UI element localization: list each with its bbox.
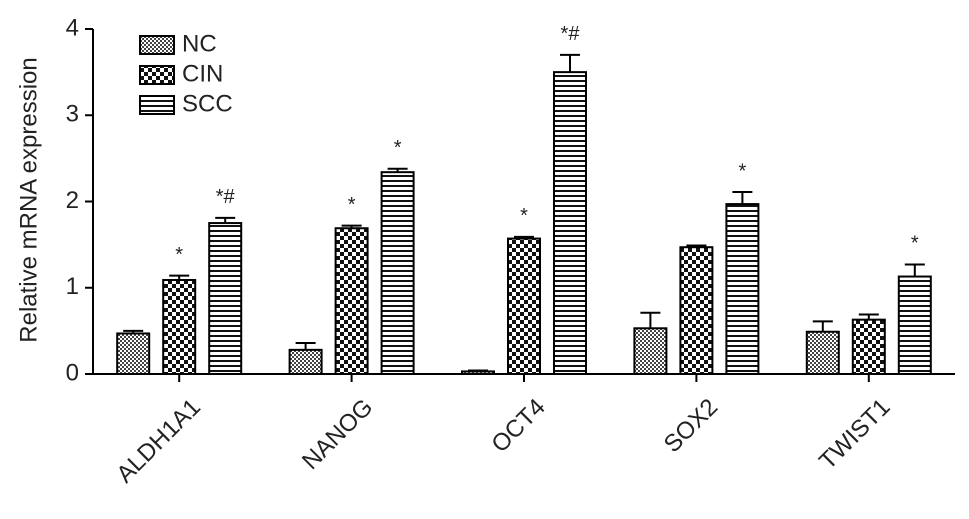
legend-label: SCC	[182, 90, 233, 117]
y-axis-label: Relative mRNA expression	[15, 57, 42, 342]
significance-label: *	[739, 160, 747, 182]
y-tick-label: 0	[66, 359, 79, 386]
x-tick-label: NANOG	[297, 394, 378, 475]
bar	[507, 237, 541, 375]
legend-swatch	[139, 95, 175, 115]
significance-label: *	[175, 244, 183, 266]
y-tick-label: 4	[66, 14, 79, 41]
significance-label: *	[348, 194, 356, 216]
bar	[116, 332, 151, 375]
x-tick-label: ALDH1A1	[111, 394, 206, 489]
bar	[897, 275, 932, 376]
bar	[334, 227, 369, 375]
y-tick-label: 2	[66, 187, 79, 214]
significance-label: *#	[561, 23, 581, 45]
significance-label: *	[394, 137, 402, 159]
legend-label: CIN	[182, 60, 223, 87]
bar	[553, 71, 587, 375]
y-tick-label: 3	[66, 101, 79, 128]
y-tick-label: 1	[66, 273, 79, 300]
x-tick-label: TWIST1	[814, 394, 895, 475]
significance-label: *	[520, 205, 528, 227]
bar	[208, 222, 243, 375]
bar	[679, 246, 714, 375]
bar	[805, 330, 840, 375]
legend-label: NC	[182, 30, 217, 57]
significance-label: *#	[216, 186, 236, 208]
bar	[725, 203, 760, 375]
x-tick-label: OCT4	[486, 394, 550, 458]
bar	[851, 318, 886, 376]
legend-swatch	[139, 65, 175, 85]
bar	[461, 370, 495, 376]
x-tick-label: SOX2	[659, 394, 723, 458]
significance-label: *	[911, 233, 919, 255]
bar	[633, 327, 668, 376]
bar	[162, 278, 197, 375]
legend-swatch	[139, 35, 175, 55]
bar	[288, 348, 323, 376]
bar	[380, 171, 415, 375]
